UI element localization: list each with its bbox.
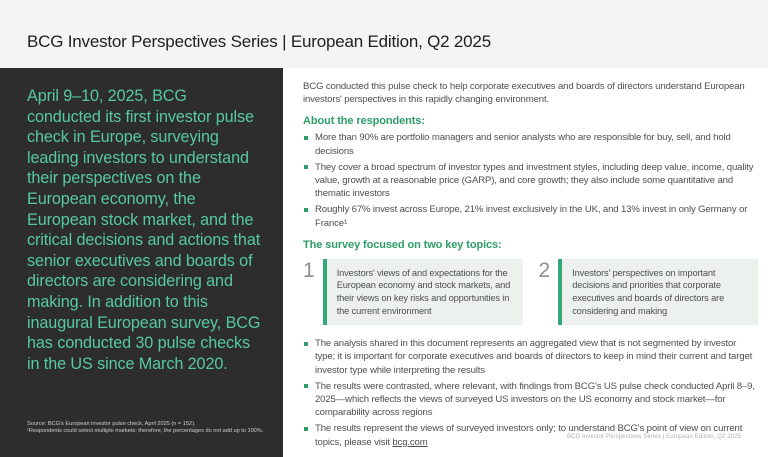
- topic-1: 1 Investors' views of and expectations f…: [303, 258, 523, 326]
- footnotes: Source: BCG's European investor pulse ch…: [27, 421, 267, 435]
- bullet-square-icon: [304, 384, 308, 389]
- notes-bullet-list: The analysis shared in this document rep…: [303, 337, 758, 449]
- bullet-square-icon: [304, 341, 308, 346]
- about-bullet-list: More than 90% are portfolio managers and…: [303, 131, 758, 229]
- bullet-square-icon: [304, 165, 308, 170]
- header: BCG Investor Perspectives Series | Europ…: [0, 0, 768, 68]
- bullet-square-icon: [304, 135, 308, 140]
- about-respondents-heading: About the respondents:: [303, 115, 425, 128]
- topic-box: Investors' views of and expectations for…: [322, 258, 523, 326]
- list-item: The results represent the views of surve…: [303, 422, 758, 448]
- bcg-com-link[interactable]: bcg.com: [392, 436, 428, 448]
- list-item: The analysis shared in this document rep…: [303, 337, 758, 377]
- intro-paragraph: BCG conducted this pulse check to help c…: [303, 81, 745, 106]
- bullet-text: The results represent the views of surve…: [315, 423, 743, 448]
- topic-number: 2: [538, 258, 551, 282]
- list-item: More than 90% are portfolio managers and…: [303, 131, 758, 157]
- topic-number: 1: [303, 258, 315, 282]
- topics-row: 1 Investors' views of and expectations f…: [303, 258, 758, 326]
- bullet-text: More than 90% are portfolio managers and…: [315, 132, 731, 157]
- topic-2: 2 Investors' perspectives on important d…: [538, 258, 758, 326]
- bullet-text: The results were contrasted, where relev…: [315, 380, 755, 419]
- bullet-text: The analysis shared in this document rep…: [315, 338, 753, 376]
- slide-footer: BCG Investor Perspectives Series | Europ…: [567, 434, 741, 440]
- key-statement: April 9–10, 2025, BCG conducted its firs…: [27, 87, 261, 373]
- bullet-square-icon: [304, 426, 308, 431]
- bullet-square-icon: [304, 207, 308, 212]
- footnote-source: Source: BCG's European investor pulse ch…: [27, 420, 196, 427]
- bullet-text: Roughly 67% invest across Europe, 21% in…: [315, 204, 748, 229]
- topic-box: Investors' perspectives on important dec…: [558, 258, 758, 326]
- footnote-respondents: ¹Respondents could select multiple marke…: [27, 427, 264, 434]
- bullet-text: They cover a broad spectrum of investor …: [315, 161, 754, 200]
- left-panel: April 9–10, 2025, BCG conducted its firs…: [0, 68, 283, 457]
- list-item: The results were contrasted, where relev…: [303, 380, 758, 420]
- page-title: BCG Investor Perspectives Series | Europ…: [27, 32, 491, 51]
- main-content: BCG conducted this pulse check to help c…: [303, 80, 758, 452]
- survey-topics-heading: The survey focused on two key topics:: [303, 238, 502, 251]
- list-item: They cover a broad spectrum of investor …: [303, 161, 758, 201]
- list-item: Roughly 67% invest across Europe, 21% in…: [303, 203, 758, 229]
